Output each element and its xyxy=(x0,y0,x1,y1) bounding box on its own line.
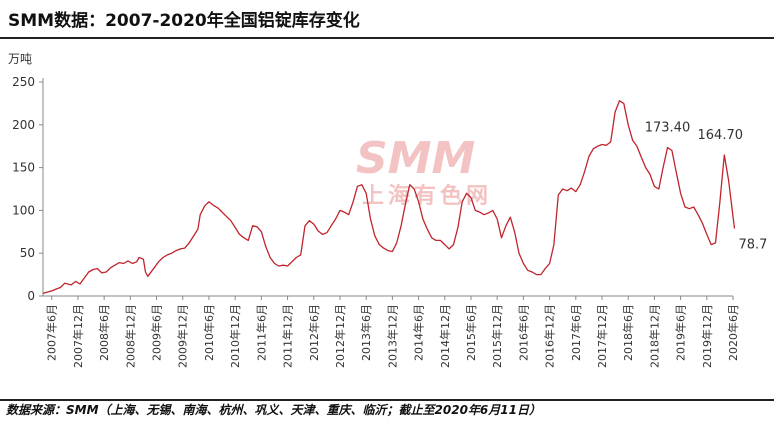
x-tick-label: 2011年6月 xyxy=(254,304,268,361)
y-tick-label: 200 xyxy=(12,118,35,132)
data-callout-label: 164.70 xyxy=(698,128,744,143)
x-tick-label: 2017年12月 xyxy=(595,304,609,368)
data-source-note: 数据来源：SMM（上海、无锡、南海、杭州、巩义、天津、重庆、临沂；截止至2020… xyxy=(6,403,541,417)
y-tick-label: 50 xyxy=(20,246,35,260)
x-tick-label: 2015年12月 xyxy=(490,304,504,368)
smm-watermark-logo: SMM 上海有色网 xyxy=(356,133,492,209)
y-tick-label: 100 xyxy=(12,203,35,217)
x-tick-label: 2009年6月 xyxy=(150,304,164,361)
y-axis-unit-label: 万吨 xyxy=(8,52,33,66)
x-tick-label: 2016年12月 xyxy=(543,304,557,368)
x-tick-label: 2012年6月 xyxy=(307,304,321,361)
x-tick-label: 2017年6月 xyxy=(569,304,583,361)
x-tick-label: 2016年6月 xyxy=(516,304,530,361)
x-tick-label: 2020年6月 xyxy=(726,304,740,361)
x-tick-label: 2010年6月 xyxy=(202,304,216,361)
data-callout-label: 173.40 xyxy=(645,121,691,136)
watermark-logo-text: SMM xyxy=(356,133,475,184)
y-axis-ticks: 0 50 100 150 200 250 xyxy=(12,75,43,303)
y-tick-label: 150 xyxy=(12,161,35,175)
x-tick-label: 2014年6月 xyxy=(412,304,426,361)
aluminum-inventory-line xyxy=(42,100,736,295)
x-tick-label: 2009年12月 xyxy=(176,304,190,368)
y-tick-label: 0 xyxy=(27,289,35,303)
x-tick-label: 2011年12月 xyxy=(281,304,295,368)
x-tick-label: 2010年12月 xyxy=(228,304,242,368)
x-tick-label: 2019年6月 xyxy=(674,304,688,361)
data-callout-label: 78.7 xyxy=(738,238,767,253)
x-tick-label: 2015年6月 xyxy=(464,304,478,361)
x-tick-label: 2012年12月 xyxy=(333,304,347,368)
series-group xyxy=(42,100,736,295)
x-tick-label: 2018年12月 xyxy=(647,304,661,368)
x-tick-label: 2008年6月 xyxy=(97,304,111,361)
chart-title: SMM数据：2007-2020年全国铝锭库存变化 xyxy=(8,11,360,31)
x-tick-label: 2007年6月 xyxy=(45,304,59,361)
x-tick-label: 2013年6月 xyxy=(359,304,373,361)
x-tick-label: 2014年12月 xyxy=(438,304,452,368)
x-tick-label: 2019年12月 xyxy=(700,304,714,368)
x-tick-label: 2008年12月 xyxy=(123,304,137,368)
footer-divider xyxy=(0,399,774,401)
x-tick-label: 2007年12月 xyxy=(71,304,85,368)
watermark-sub-text: 上海有色网 xyxy=(362,183,492,209)
x-tick-label: 2013年12月 xyxy=(385,304,399,368)
x-tick-label: 2018年6月 xyxy=(621,304,635,361)
title-divider xyxy=(0,37,774,39)
y-tick-label: 250 xyxy=(12,75,35,89)
x-axis-ticks: 2007年6月 2007年12月 2008年6月 2008年12月 2009年6月 200… xyxy=(45,296,740,368)
annotations-group: 173.40 164.70 78.7 xyxy=(645,121,768,253)
chart-axes xyxy=(42,78,733,297)
